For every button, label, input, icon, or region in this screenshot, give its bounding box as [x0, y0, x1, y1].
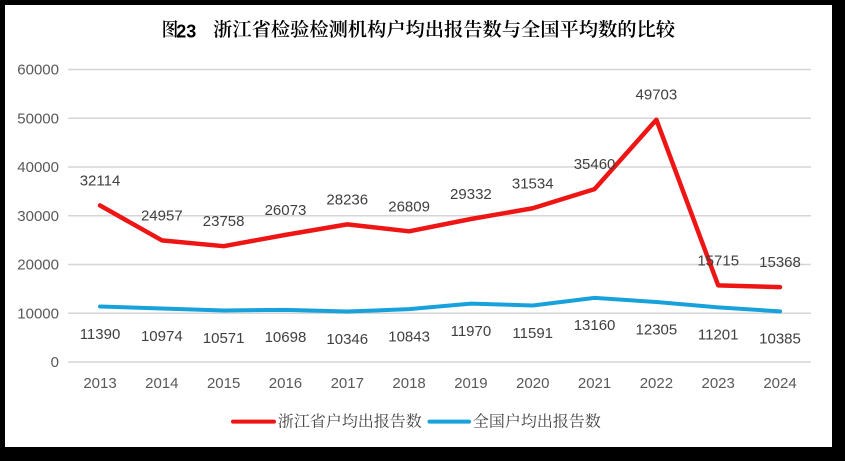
svg-text:49703: 49703 — [636, 87, 678, 104]
svg-text:11201: 11201 — [698, 327, 739, 344]
svg-text:2023: 2023 — [702, 375, 735, 392]
svg-text:40000: 40000 — [17, 159, 59, 176]
svg-text:35460: 35460 — [574, 156, 616, 173]
svg-text:2018: 2018 — [392, 375, 425, 392]
svg-text:11591: 11591 — [512, 325, 553, 342]
svg-text:29332: 29332 — [450, 186, 492, 203]
svg-text:15368: 15368 — [759, 254, 801, 271]
svg-text:2014: 2014 — [145, 375, 178, 392]
svg-text:10974: 10974 — [141, 328, 183, 345]
svg-text:0: 0 — [51, 354, 59, 371]
svg-text:11970: 11970 — [451, 323, 492, 340]
svg-text:10385: 10385 — [759, 331, 801, 348]
svg-text:13160: 13160 — [574, 317, 616, 334]
svg-text:10571: 10571 — [203, 330, 245, 347]
svg-text:11390: 11390 — [80, 326, 121, 343]
svg-text:2024: 2024 — [763, 375, 796, 392]
svg-text:10843: 10843 — [388, 328, 430, 345]
svg-text:26809: 26809 — [388, 198, 430, 215]
svg-text:20000: 20000 — [17, 257, 59, 274]
svg-text:2015: 2015 — [207, 375, 240, 392]
svg-text:23: 23 — [176, 21, 196, 41]
svg-text:32114: 32114 — [80, 172, 121, 189]
svg-text:15715: 15715 — [697, 252, 739, 269]
svg-text:50000: 50000 — [17, 110, 59, 127]
svg-text:2019: 2019 — [454, 375, 487, 392]
svg-text:60000: 60000 — [17, 62, 59, 79]
svg-text:2017: 2017 — [331, 375, 364, 392]
svg-text:24957: 24957 — [141, 207, 183, 224]
svg-text:2016: 2016 — [269, 375, 302, 392]
svg-text:10346: 10346 — [326, 331, 368, 348]
svg-text:26073: 26073 — [265, 202, 307, 219]
svg-text:12305: 12305 — [636, 321, 678, 338]
svg-text:23758: 23758 — [203, 213, 245, 230]
svg-text:10000: 10000 — [17, 305, 59, 322]
svg-text:31534: 31534 — [512, 175, 554, 192]
svg-text:30000: 30000 — [17, 208, 59, 225]
svg-text:2022: 2022 — [640, 375, 673, 392]
svg-text:10698: 10698 — [265, 329, 307, 346]
svg-text:2020: 2020 — [516, 375, 549, 392]
svg-text:2013: 2013 — [83, 375, 116, 392]
svg-text:28236: 28236 — [326, 191, 368, 208]
svg-text:2021: 2021 — [578, 375, 611, 392]
